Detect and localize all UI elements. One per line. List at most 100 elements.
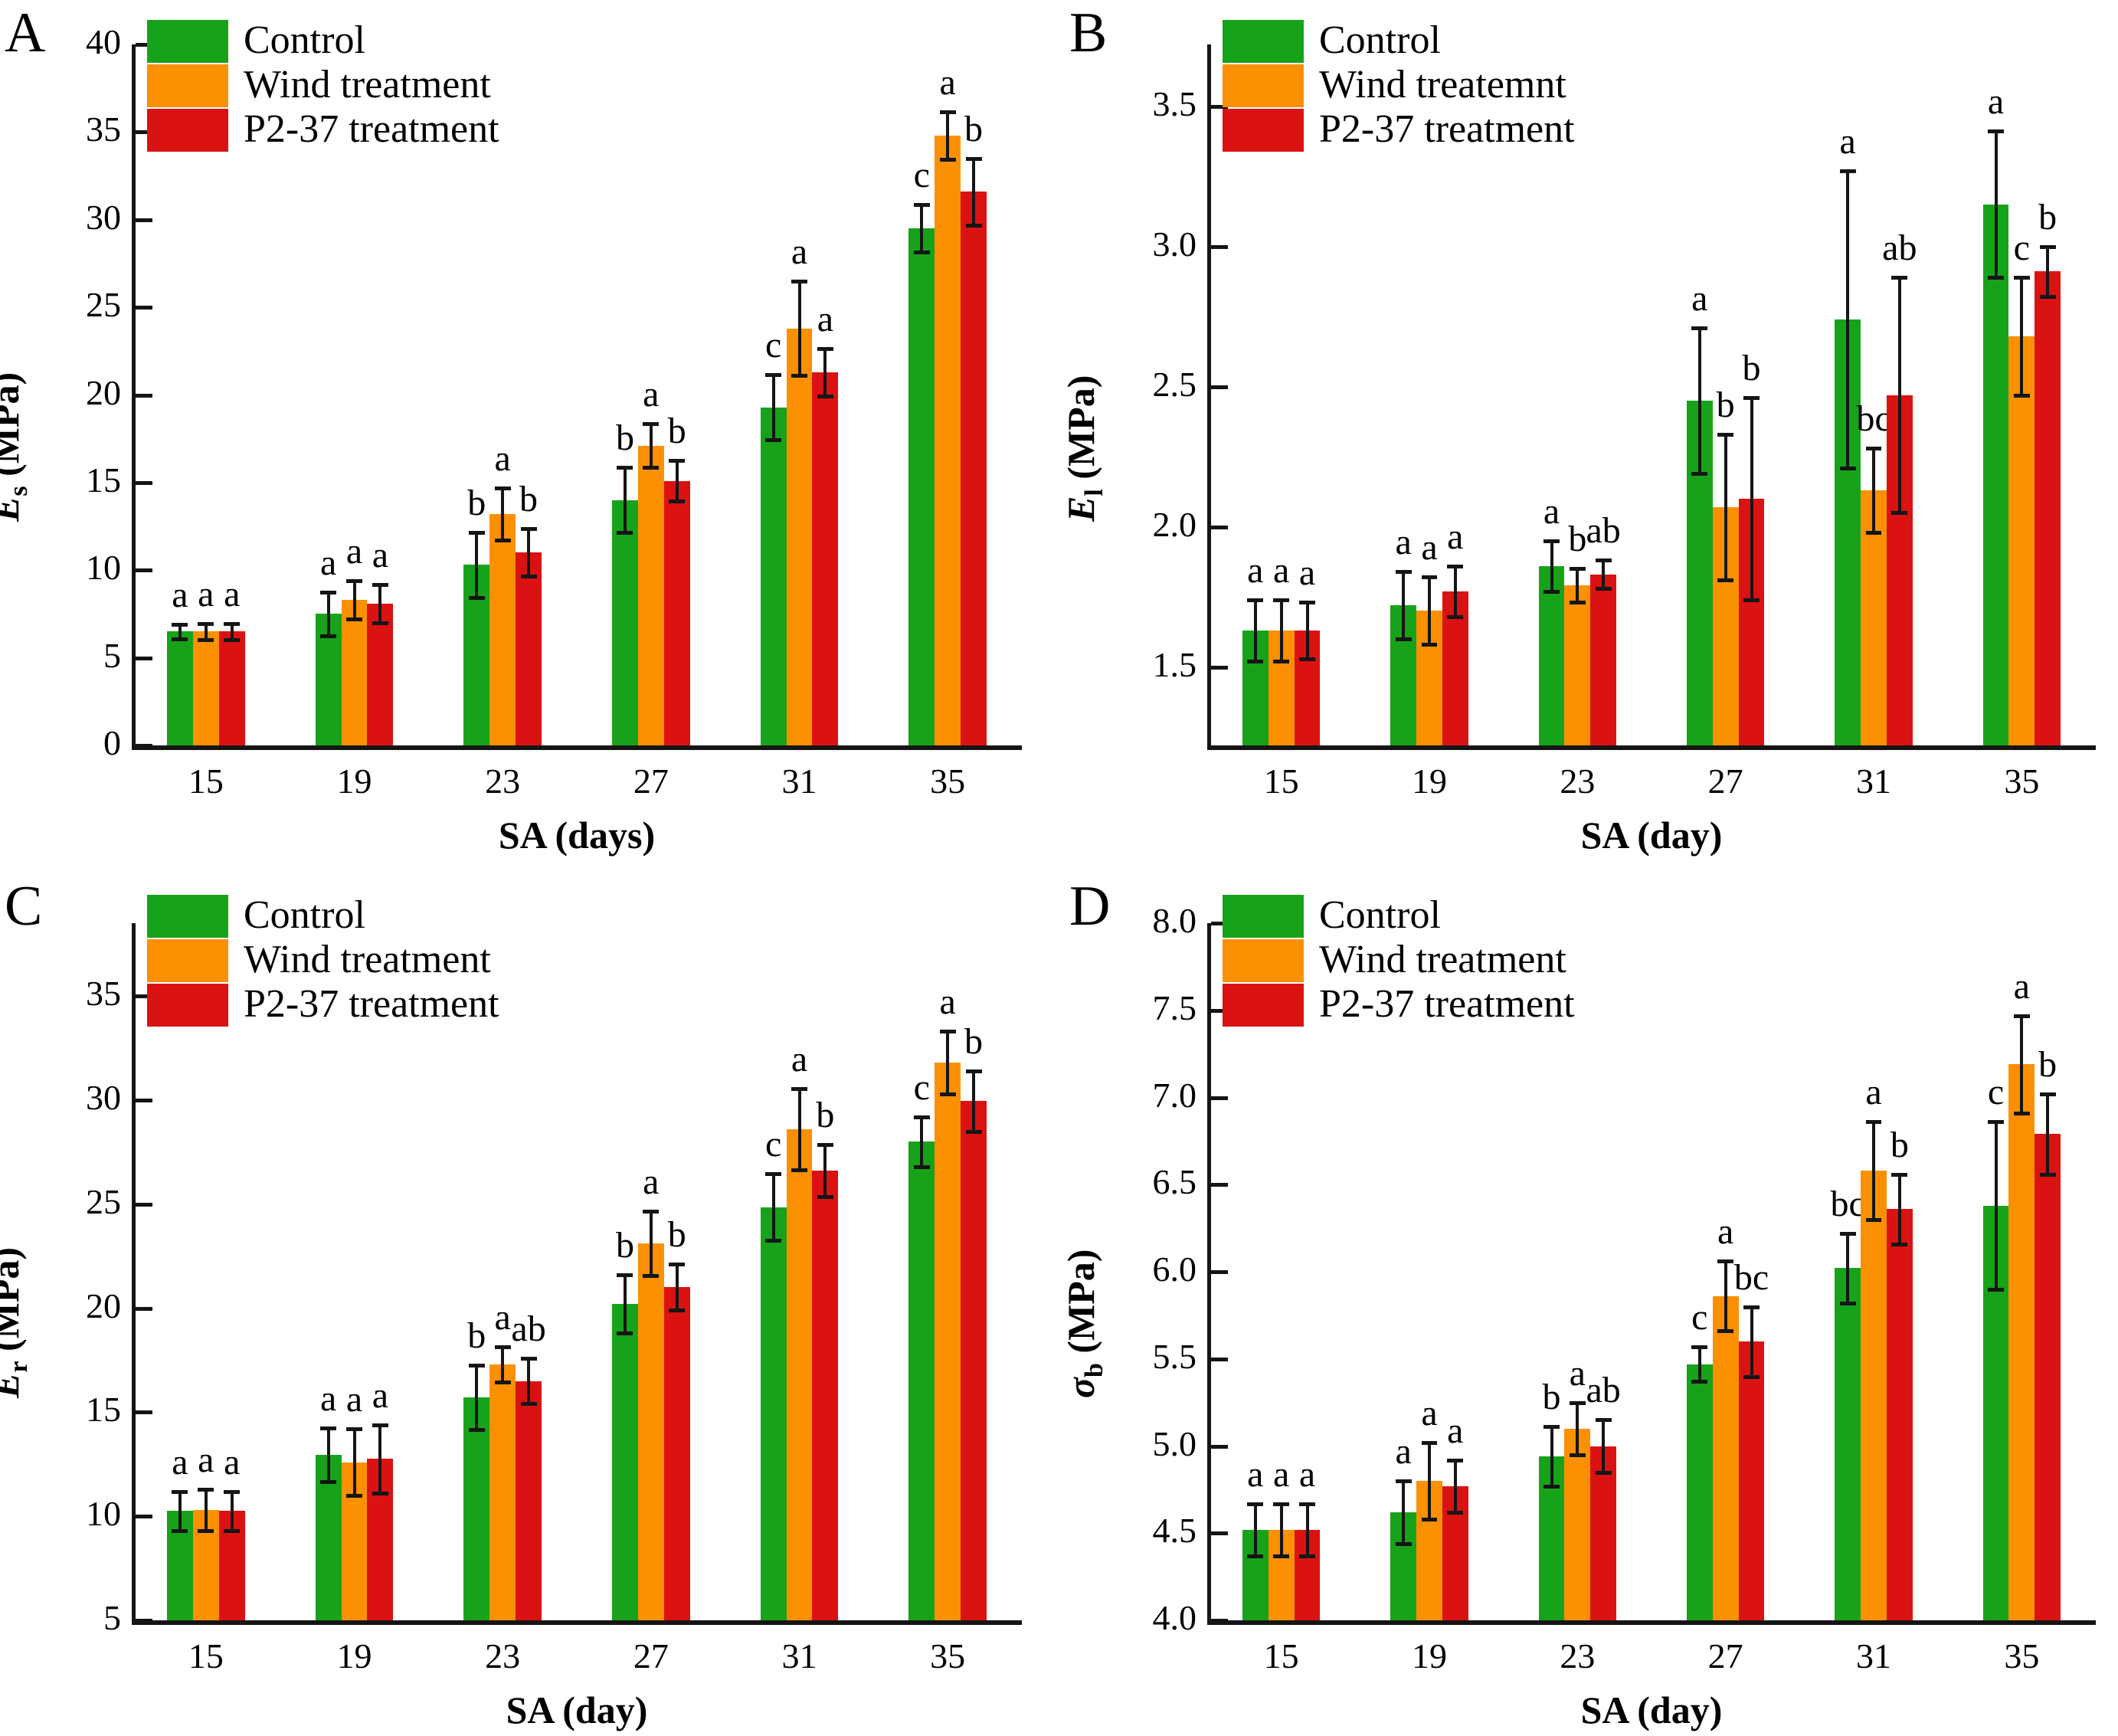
error-bar-cap bbox=[1988, 1287, 2004, 1292]
error-bar-cap bbox=[1247, 1554, 1264, 1558]
bar-control-15 bbox=[166, 631, 193, 745]
error-bar-cap bbox=[965, 1069, 982, 1073]
legend-label-wind: Wind treatemnt bbox=[1319, 63, 1566, 106]
significance-letter: a bbox=[1395, 1431, 1412, 1472]
y-tick-label: 10 bbox=[86, 1494, 121, 1534]
x-axis-title: SA (days) bbox=[498, 814, 656, 857]
bar-wind-27 bbox=[637, 445, 664, 745]
y-axis-line bbox=[1207, 44, 1211, 745]
error-bar-stem bbox=[178, 624, 182, 639]
legend-label-wind: Wind treatment bbox=[244, 938, 491, 981]
error-bar-cap bbox=[1569, 1453, 1586, 1457]
y-tick bbox=[136, 480, 152, 485]
error-bar-stem bbox=[649, 1211, 653, 1276]
error-bar-cap bbox=[372, 582, 388, 587]
error-bar-stem bbox=[1305, 1503, 1309, 1556]
error-bar-cap bbox=[1865, 447, 1882, 451]
significance-letter: a bbox=[319, 1377, 337, 1419]
error-bar-stem bbox=[2020, 277, 2024, 395]
bar-wind-23 bbox=[1564, 585, 1591, 745]
legend-swatch-control bbox=[1223, 20, 1304, 63]
y-tick bbox=[1211, 1619, 1228, 1623]
y-tick bbox=[136, 568, 152, 573]
bar-wind-35 bbox=[935, 1063, 961, 1620]
x-tick-label: 31 bbox=[1856, 1636, 1891, 1675]
error-bar-cap bbox=[345, 578, 362, 583]
x-tick-label: 35 bbox=[930, 762, 966, 801]
significance-letter: a bbox=[1569, 1352, 1586, 1394]
panel-letter-c: C bbox=[5, 875, 43, 938]
error-bar-cap bbox=[1839, 1231, 1856, 1236]
error-bar-cap bbox=[965, 223, 982, 228]
error-bar-stem bbox=[527, 1358, 531, 1404]
bar-control-31 bbox=[760, 1207, 787, 1620]
error-bar-cap bbox=[1247, 1502, 1264, 1506]
x-axis-line bbox=[1207, 1620, 2096, 1625]
legend-label-p237: P2-37 treatment bbox=[244, 982, 499, 1026]
x-tick-label: 35 bbox=[2004, 1636, 2040, 1675]
error-bar-cap bbox=[1421, 1518, 1438, 1522]
bar-wind-31 bbox=[786, 328, 813, 745]
error-bar-cap bbox=[2013, 393, 2030, 398]
y-axis-title: σb (MPa) bbox=[1059, 1249, 1108, 1398]
error-bar-cap bbox=[939, 157, 956, 162]
y-tick-label: 1.5 bbox=[1152, 644, 1197, 684]
significance-letter: a bbox=[172, 574, 188, 615]
panel-letter-a: A bbox=[5, 2, 46, 64]
bar-p237-31 bbox=[1886, 1209, 1913, 1620]
significance-letter: a bbox=[643, 374, 660, 415]
y-tick bbox=[136, 656, 152, 660]
error-bar-cap bbox=[965, 156, 982, 161]
significance-letter: a bbox=[1273, 549, 1290, 591]
x-tick-label: 15 bbox=[188, 1636, 224, 1675]
panel-letter-d: D bbox=[1069, 875, 1111, 938]
bar-p237-31 bbox=[812, 1171, 839, 1620]
error-bar-cap bbox=[2039, 295, 2056, 300]
error-bar-stem bbox=[1872, 448, 1875, 532]
y-tick-label: 5 bbox=[103, 1598, 121, 1637]
x-tick-label: 27 bbox=[633, 762, 669, 801]
significance-letter: b bbox=[667, 1214, 686, 1256]
error-bar-cap bbox=[1395, 637, 1412, 641]
error-bar-cap bbox=[224, 637, 241, 642]
significance-letter: c bbox=[913, 155, 930, 196]
error-bar-stem bbox=[946, 112, 950, 159]
bar-control-31 bbox=[1835, 1268, 1861, 1620]
significance-letter: b bbox=[519, 479, 539, 520]
y-tick bbox=[1211, 385, 1228, 389]
y-tick-label: 35 bbox=[86, 974, 121, 1014]
y-tick bbox=[1211, 1270, 1228, 1274]
error-bar-cap bbox=[224, 622, 241, 627]
significance-letter: a bbox=[1421, 527, 1438, 568]
error-bar-cap bbox=[1299, 601, 1315, 605]
error-bar-cap bbox=[2039, 244, 2056, 249]
error-bar-stem bbox=[797, 1088, 801, 1170]
error-bar-cap bbox=[1988, 275, 2004, 280]
y-tick bbox=[1211, 1444, 1228, 1449]
error-bar-cap bbox=[1891, 275, 1908, 280]
y-tick bbox=[1211, 1096, 1228, 1100]
significance-letter: a bbox=[224, 1441, 241, 1482]
error-bar-stem bbox=[1550, 1426, 1553, 1486]
significance-letter: b bbox=[1568, 519, 1587, 560]
error-bar-cap bbox=[2039, 1172, 2056, 1177]
significance-letter: b bbox=[816, 1095, 835, 1136]
error-bar-cap bbox=[817, 1195, 833, 1200]
bar-wind-15 bbox=[192, 631, 219, 745]
error-bar-stem bbox=[675, 1264, 679, 1311]
significance-letter: a bbox=[1298, 1453, 1316, 1495]
error-bar-stem bbox=[1872, 1122, 1875, 1220]
error-bar-stem bbox=[1846, 1233, 1850, 1303]
error-bar-cap bbox=[1839, 1301, 1856, 1305]
significance-letter: a bbox=[939, 62, 956, 103]
error-bar-cap bbox=[1988, 1120, 2004, 1125]
significance-letter: a bbox=[1865, 1072, 1882, 1113]
legend-swatch-control bbox=[147, 20, 228, 63]
bar-wind-31 bbox=[1861, 1171, 1887, 1620]
y-tick bbox=[1211, 1183, 1228, 1187]
y-tick-label: 25 bbox=[86, 285, 121, 325]
error-bar-stem bbox=[204, 1489, 208, 1531]
error-bar-cap bbox=[468, 595, 485, 600]
